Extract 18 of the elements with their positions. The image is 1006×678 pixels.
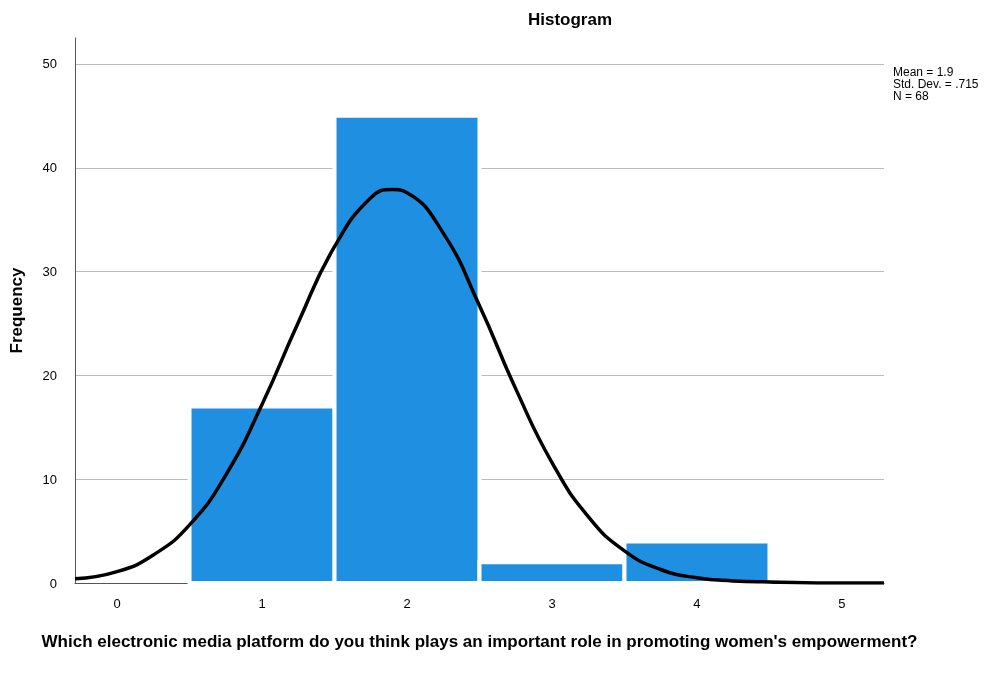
y-tick-label: 10: [42, 471, 57, 487]
x-tick-label: 0: [113, 596, 121, 611]
y-axis-title: Frequency: [7, 266, 26, 354]
x-tick-label: 2: [403, 596, 411, 611]
y-tick-label: 50: [42, 56, 57, 72]
y-tick-label: 30: [42, 264, 57, 280]
y-tick-label: 0: [49, 575, 57, 591]
x-tick-label: 5: [838, 596, 846, 611]
text: N = 68: [893, 89, 930, 103]
x-tick-label: 3: [548, 596, 556, 611]
y-tick-label: 40: [42, 160, 57, 176]
y-tick-label: 20: [42, 367, 57, 383]
text: Mean = 1.9: [893, 65, 954, 79]
x-axis-title: Which electronic media platform do you think plays an important role in promoting women's empowerment?: [41, 631, 918, 651]
x-tick-label: 4: [693, 596, 701, 611]
chart-title: Histogram: [527, 10, 613, 29]
x-tick-label: 1: [258, 596, 266, 611]
text: Std. Dev. = .715: [893, 77, 979, 91]
